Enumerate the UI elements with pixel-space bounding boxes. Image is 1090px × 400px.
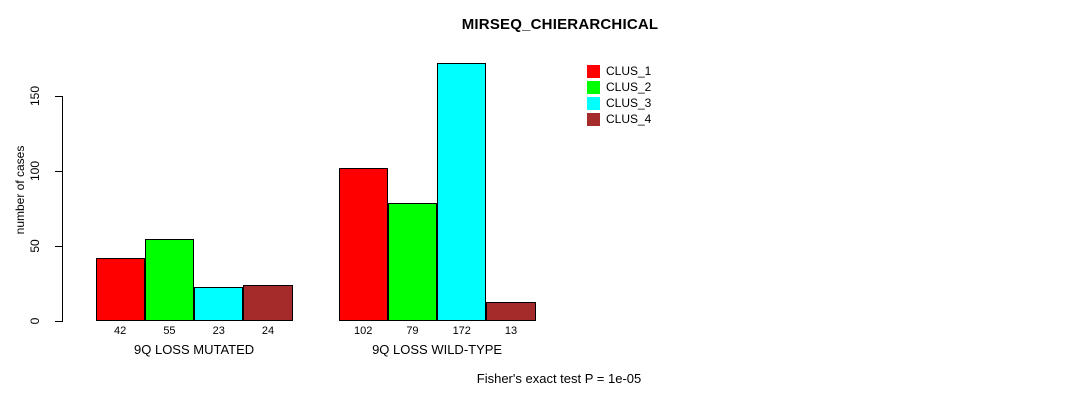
y-tick-mark — [55, 171, 62, 172]
legend-label: CLUS_4 — [606, 111, 652, 126]
y-tick-label: 0 — [28, 317, 42, 325]
y-axis-line — [62, 96, 63, 322]
y-tick-label: 150 — [28, 85, 42, 107]
y-tick-mark — [55, 96, 62, 97]
bar-value-label: 24 — [261, 325, 275, 337]
legend-swatch-icon — [587, 64, 600, 78]
legend-label: CLUS_1 — [606, 63, 652, 78]
chart-title: MIRSEQ_CHIERARCHICAL — [461, 16, 659, 33]
group-label: 9Q LOSS MUTATED — [134, 342, 255, 357]
bar-value-label: 23 — [212, 325, 225, 337]
legend-label: CLUS_3 — [606, 95, 652, 110]
legend-item-clus_3: CLUS_3 — [587, 95, 651, 111]
bar-value-label: 13 — [504, 325, 518, 337]
bar-clus_4-group2 — [486, 301, 536, 321]
bar-clus_1-group1 — [95, 258, 145, 321]
bar-value-label: 79 — [406, 325, 419, 337]
bar-clus_3-group1 — [194, 286, 244, 321]
legend-item-clus_4: CLUS_4 — [587, 111, 651, 127]
y-axis-label: number of cases — [13, 145, 27, 235]
group-label: 9Q LOSS WILD-TYPE — [372, 342, 503, 357]
bar-value-label: 55 — [163, 325, 176, 337]
bar-clus_1-group2 — [338, 168, 388, 321]
legend-item-clus_1: CLUS_1 — [587, 63, 651, 79]
bar-clus_4-group1 — [243, 285, 293, 321]
y-tick-mark — [55, 321, 62, 322]
y-tick-label: 100 — [28, 160, 42, 182]
bar-value-label: 102 — [353, 325, 373, 337]
bar-clus_2-group1 — [144, 238, 195, 321]
legend-swatch-icon — [587, 112, 600, 126]
legend: CLUS_1 CLUS_2 CLUS_3 CLUS_4 — [587, 63, 651, 127]
legend-label: CLUS_2 — [606, 79, 652, 94]
legend-swatch-icon — [587, 96, 600, 110]
bar-value-label: 42 — [114, 325, 127, 337]
legend-item-clus_2: CLUS_2 — [587, 79, 651, 95]
y-tick-label: 50 — [28, 239, 42, 253]
bar-clus_3-group2 — [437, 63, 487, 321]
y-tick-mark — [55, 246, 62, 247]
bar-clus_2-group2 — [387, 202, 438, 321]
bar-value-label: 172 — [452, 325, 471, 337]
footnote: Fisher's exact test P = 1e-05 — [476, 371, 642, 386]
legend-swatch-icon — [587, 80, 600, 94]
